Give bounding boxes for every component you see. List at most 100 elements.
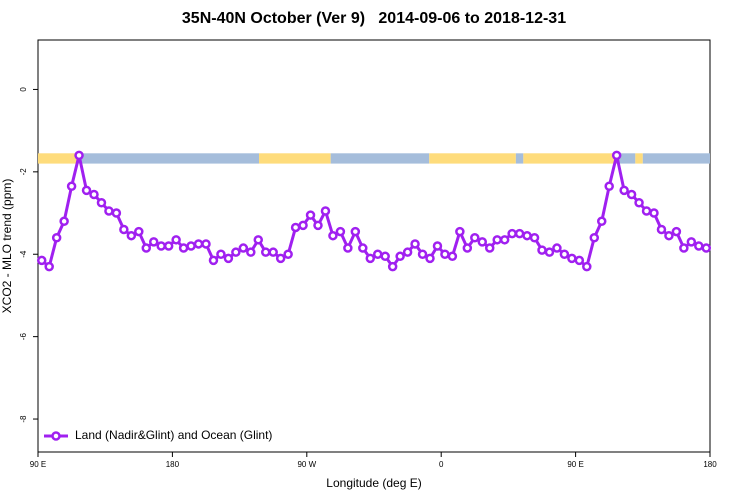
point xyxy=(201,239,211,249)
y-tick-label: 0 xyxy=(19,87,28,92)
point xyxy=(634,197,644,208)
point xyxy=(163,241,174,251)
point xyxy=(537,245,547,255)
point xyxy=(402,247,413,257)
point xyxy=(44,261,54,272)
point xyxy=(604,181,614,192)
point xyxy=(425,253,435,264)
legend-marker xyxy=(51,431,61,441)
surface-strip-segment xyxy=(259,153,331,164)
point xyxy=(335,226,346,237)
point xyxy=(365,253,376,264)
point xyxy=(148,237,159,247)
point xyxy=(126,230,137,241)
surface-strip-segment xyxy=(330,153,430,164)
point xyxy=(462,243,473,253)
point xyxy=(596,216,607,227)
point xyxy=(216,249,226,259)
point xyxy=(51,233,62,243)
y-tick-label: -2 xyxy=(19,168,28,176)
point xyxy=(626,189,637,200)
point xyxy=(477,237,488,247)
point xyxy=(395,251,405,262)
point xyxy=(679,243,689,253)
point xyxy=(574,255,585,266)
y-tick-label: -8 xyxy=(19,415,28,423)
surface-strip-segment xyxy=(78,153,260,164)
point xyxy=(343,243,353,253)
point xyxy=(193,239,204,249)
point xyxy=(522,230,532,241)
point xyxy=(656,224,667,235)
point xyxy=(89,189,99,200)
point xyxy=(268,247,278,257)
point xyxy=(231,247,241,257)
point xyxy=(283,249,293,259)
point xyxy=(589,233,600,243)
point xyxy=(223,253,234,264)
point xyxy=(499,235,510,245)
point xyxy=(253,235,264,245)
point xyxy=(350,226,361,237)
point xyxy=(447,251,458,262)
point xyxy=(246,247,256,257)
x-tick-label: 90 W xyxy=(297,460,316,469)
x-tick-label: 90 E xyxy=(567,460,583,469)
point xyxy=(440,249,450,259)
point xyxy=(432,241,443,251)
point xyxy=(701,243,712,253)
surface-strip-segment xyxy=(429,153,516,164)
point xyxy=(36,255,47,266)
point xyxy=(529,233,540,243)
point xyxy=(96,197,107,208)
point xyxy=(649,208,659,218)
point xyxy=(59,216,69,227)
point xyxy=(514,228,525,239)
point xyxy=(492,235,502,245)
point xyxy=(141,243,152,253)
point xyxy=(686,237,697,247)
point xyxy=(74,150,84,161)
point xyxy=(544,247,555,257)
point xyxy=(134,226,144,237)
surface-strip-segment xyxy=(614,153,636,164)
point xyxy=(320,206,331,216)
point xyxy=(694,241,704,251)
surface-strip-segment xyxy=(38,153,79,164)
point xyxy=(111,208,122,218)
surface-strip-segment xyxy=(515,153,524,164)
point xyxy=(313,220,323,231)
y-axis-label: XCO2 - MLO trend (ppm) xyxy=(0,179,14,314)
point xyxy=(559,249,570,259)
point xyxy=(484,243,495,253)
surface-strip-segment xyxy=(635,153,643,164)
point xyxy=(387,261,398,272)
point xyxy=(186,241,196,251)
point xyxy=(238,243,249,253)
x-tick-label: 90 E xyxy=(30,460,46,469)
point xyxy=(552,243,562,253)
point xyxy=(455,226,465,237)
surface-strip-segment xyxy=(523,153,615,164)
point xyxy=(104,206,114,216)
point xyxy=(641,206,652,216)
point xyxy=(81,185,92,196)
point xyxy=(417,249,428,259)
point xyxy=(582,261,592,272)
point xyxy=(380,251,390,262)
point xyxy=(66,181,77,192)
point xyxy=(298,220,308,231)
chart-title: 35N-40N October (Ver 9) 2014-09-06 to 20… xyxy=(182,10,566,27)
point xyxy=(208,255,219,266)
point xyxy=(611,150,622,161)
point xyxy=(410,239,420,249)
x-axis-label: Longitude (deg E) xyxy=(326,476,421,490)
point xyxy=(507,228,517,239)
point xyxy=(328,230,338,241)
point xyxy=(119,224,129,235)
point xyxy=(671,226,682,237)
x-tick-label: 180 xyxy=(166,460,180,469)
x-tick-label: 0 xyxy=(439,460,444,469)
y-tick-label: -6 xyxy=(19,333,28,341)
